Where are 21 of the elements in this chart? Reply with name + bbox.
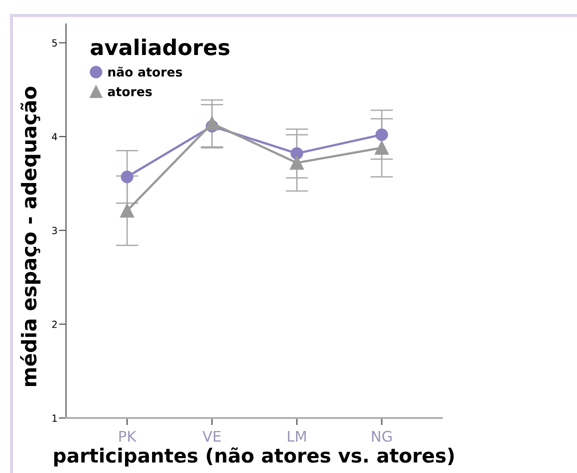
y-tick-label: 1	[52, 414, 57, 422]
x-tick-label: VE	[202, 430, 221, 442]
x-tick-label: NG	[372, 430, 392, 442]
legend-label: não atores	[108, 66, 182, 77]
legend-title: avaliadores	[90, 38, 230, 56]
y-tick-label: 2	[52, 320, 57, 328]
y-tick-label: 4	[52, 133, 58, 140]
point	[205, 116, 219, 130]
legend-label: atores	[108, 87, 152, 96]
point	[120, 204, 134, 218]
point	[120, 170, 134, 184]
point	[290, 147, 304, 160]
y-tick-label: 5	[52, 39, 57, 47]
y-axis-title: média espaço - adequação	[20, 86, 40, 386]
point	[374, 140, 389, 155]
x-tick-label: PK	[119, 430, 137, 442]
x-axis-title: participantes (não atores vs. atores)	[54, 447, 454, 467]
x-tick-label: LM	[288, 430, 306, 442]
y-tick-label: 3	[52, 226, 57, 234]
point	[290, 156, 304, 170]
point	[375, 128, 388, 141]
